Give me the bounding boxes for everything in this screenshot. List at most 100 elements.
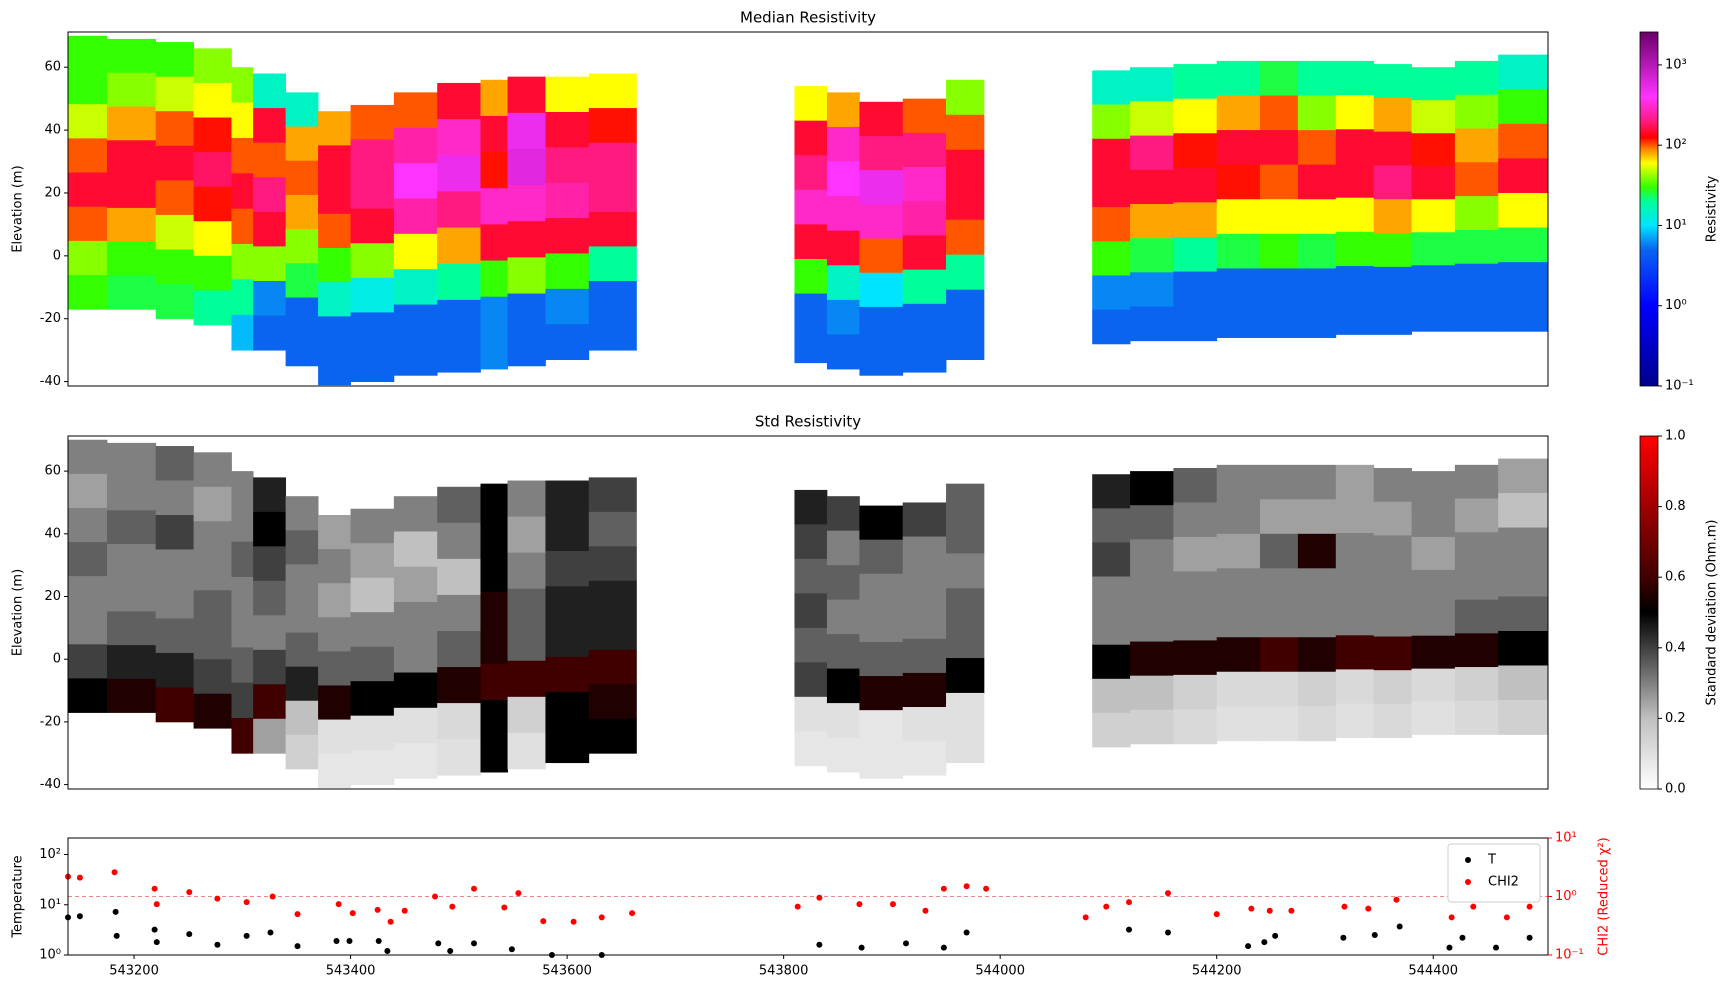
data-point: [1103, 903, 1110, 910]
layer-cell: [826, 565, 860, 601]
sounding: [1130, 67, 1174, 342]
sounding: [393, 496, 438, 779]
sounding: [507, 480, 546, 770]
layer-cell: [902, 502, 947, 537]
layer-cell: [545, 182, 590, 219]
layer-cell: [106, 106, 157, 141]
layer-cell: [1373, 569, 1412, 604]
data-point: [983, 885, 990, 892]
layer-cell: [859, 306, 904, 342]
layer-cell: [1297, 602, 1337, 638]
layer-cell: [155, 549, 194, 585]
layer-cell: [285, 92, 319, 127]
layer-cell: [794, 224, 828, 260]
layer-cell: [859, 710, 904, 745]
data-point: [186, 931, 193, 938]
layer-cell: [1335, 567, 1375, 602]
sounding: [1454, 60, 1499, 332]
layer-cell: [1411, 701, 1456, 735]
y-tick-label: 0: [53, 652, 61, 667]
layer-cell: [588, 280, 637, 316]
layer-cell: [1173, 536, 1218, 572]
data-point: [243, 932, 250, 939]
layer-cell: [1498, 262, 1548, 298]
layer-cell: [1173, 605, 1218, 641]
data-point: [1164, 929, 1171, 936]
sounding: [859, 505, 904, 779]
layer-cell: [946, 553, 985, 589]
x-tick-label: 543200: [109, 964, 159, 979]
layer-cell: [1335, 703, 1375, 738]
y-tick-label: 10²: [39, 847, 61, 862]
layer-cell: [253, 246, 287, 282]
layer-cell: [155, 446, 194, 481]
layer-cell: [588, 142, 637, 178]
layer-cell: [1297, 706, 1337, 742]
layer-cell: [285, 734, 319, 770]
layer-cell: [1092, 241, 1131, 276]
sounding: [1297, 464, 1337, 742]
layer-cell: [946, 149, 985, 186]
layer-cell: [68, 138, 108, 173]
layer-cell: [826, 161, 860, 197]
layer-cell: [588, 580, 637, 616]
data-point: [889, 901, 896, 908]
layer-cell: [437, 119, 481, 156]
layer-cell: [588, 649, 637, 685]
layer-cell: [902, 672, 947, 708]
layer-cell: [1216, 199, 1261, 235]
layer-cell: [393, 601, 438, 638]
layer-cell: [285, 700, 319, 736]
layer-cell: [193, 255, 232, 291]
layer-cell: [1260, 164, 1299, 200]
data-point: [1340, 934, 1347, 941]
layer-cell: [231, 173, 254, 210]
data-point: [1396, 923, 1403, 930]
layer-cell: [1092, 576, 1131, 612]
layer-cell: [507, 148, 546, 186]
layer-cell: [859, 170, 904, 205]
layer-cell: [1173, 98, 1218, 134]
layer-cell: [859, 539, 904, 575]
layer-cell: [545, 147, 590, 184]
layer-cell: [1498, 158, 1548, 194]
data-point: [963, 883, 970, 890]
layer-cell: [155, 583, 194, 619]
layer-cell: [545, 76, 590, 113]
layer-cell: [1260, 130, 1299, 166]
layer-cell: [318, 213, 351, 249]
sounding: [231, 67, 254, 351]
layer-cell: [1216, 602, 1261, 638]
layer-cell: [588, 477, 637, 513]
layer-cell: [253, 211, 287, 247]
layer-cell: [350, 750, 395, 786]
layer-cell: [794, 258, 828, 294]
layer-cell: [545, 656, 590, 693]
layer-cell: [859, 607, 904, 643]
layer-cell: [480, 152, 508, 189]
layer-cell: [253, 177, 287, 213]
layer-cell: [859, 744, 904, 779]
layer-cell: [1454, 700, 1499, 735]
layer-cell: [1411, 536, 1456, 571]
layer-cell: [859, 238, 904, 274]
layer-cell: [1130, 306, 1174, 342]
layer-cell: [1130, 67, 1174, 102]
layer-cell: [155, 687, 194, 723]
layer-cell: [1216, 60, 1261, 96]
legend-label: CHI2: [1488, 875, 1519, 890]
data-point: [346, 937, 353, 944]
layer-cell: [1454, 128, 1499, 163]
data-point: [384, 948, 391, 955]
sounding: [480, 483, 508, 773]
layer-cell: [231, 67, 254, 103]
layer-cell: [1092, 70, 1131, 105]
layer-cell: [1373, 636, 1412, 671]
layer-cell: [437, 486, 481, 524]
layer-cell: [1297, 533, 1337, 569]
layer-cell: [106, 72, 157, 107]
layer-cell: [231, 244, 254, 280]
sounding: [902, 502, 947, 776]
layer-cell: [480, 332, 508, 370]
layer-cell: [1216, 303, 1261, 338]
